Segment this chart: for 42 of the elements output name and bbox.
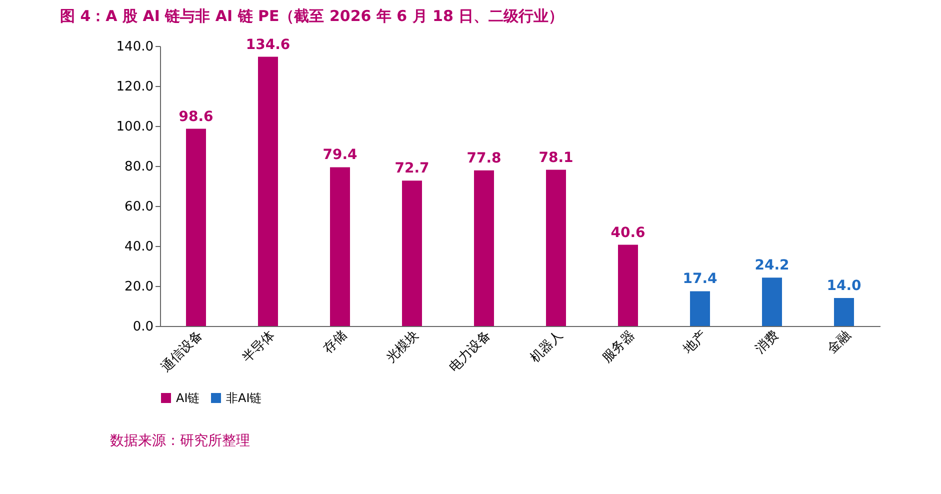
bar (546, 170, 566, 326)
x-tick-label: 存储 (320, 328, 350, 357)
data-label: 14.0 (826, 278, 862, 294)
data-label: 17.4 (682, 271, 718, 288)
x-tick-label: 地产 (680, 328, 710, 358)
y-tick-label: 20.0 (124, 280, 154, 294)
y-tick-label: 0.0 (132, 320, 154, 334)
x-tick-label: 消费 (752, 328, 782, 357)
data-label: 40.6 (610, 224, 646, 241)
legend-label: 非AI链 (226, 391, 262, 405)
data-label: 24.2 (754, 258, 790, 274)
source-note: 数据来源：研究所整理 (110, 433, 250, 449)
bar (186, 128, 206, 326)
bar (618, 244, 638, 326)
data-label: 98.6 (178, 108, 214, 125)
data-label: 77.8 (466, 150, 502, 166)
legend-label: AI链 (176, 391, 200, 405)
data-label: 78.1 (538, 150, 574, 166)
y-tick-label: 100.0 (116, 120, 154, 134)
data-label: 134.6 (246, 36, 290, 53)
bar (258, 56, 278, 326)
y-tick-label: 140.0 (116, 40, 154, 54)
x-tick-label: 光模块 (384, 328, 422, 366)
y-tick-label: 120.0 (116, 80, 154, 94)
x-tick-label: 通信设备 (158, 328, 206, 376)
x-tick-label: 服务器 (600, 328, 638, 366)
x-tick-label: 半导体 (240, 328, 278, 366)
y-tick-label: 40.0 (124, 240, 154, 254)
data-label: 79.4 (322, 147, 358, 164)
chart-title: 图 4：A 股 AI 链与非 AI 链 PE（截至 2026 年 6 月 18 日、二级行业） (60, 6, 564, 25)
bar (330, 167, 350, 326)
data-label: 72.7 (394, 160, 430, 177)
y-tick-label: 80.0 (124, 160, 154, 174)
x-tick-label: 金融 (824, 328, 854, 357)
bar (690, 291, 710, 326)
x-tick-label: 电力设备 (446, 328, 494, 376)
bar (834, 298, 854, 326)
x-tick-label: 机器人 (528, 328, 566, 366)
bar (474, 170, 494, 326)
bar (762, 278, 782, 326)
bar (402, 180, 422, 326)
y-tick-label: 60.0 (124, 200, 154, 214)
